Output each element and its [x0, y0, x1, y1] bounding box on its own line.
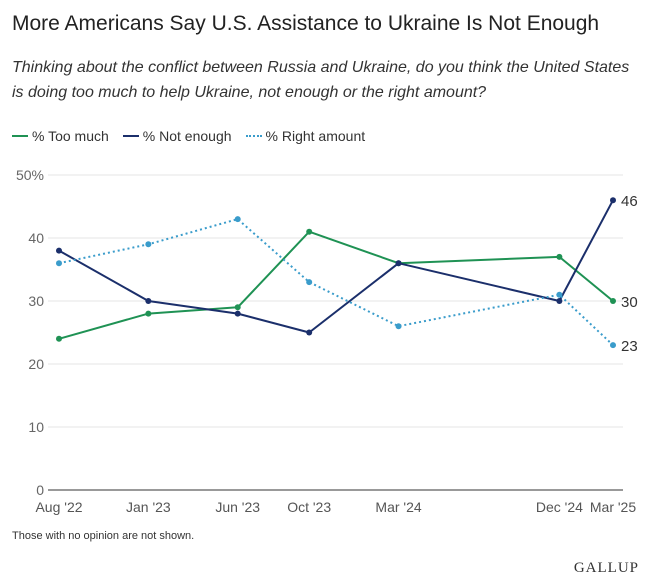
- series-line-0: [58, 230, 614, 340]
- legend-label: % Right amount: [265, 128, 366, 144]
- x-tick-label: Jan '23: [126, 499, 171, 515]
- x-tick-label: Oct '23: [287, 499, 331, 515]
- footnote: Those with no opinion are not shown.: [12, 530, 195, 542]
- chart-subtitle: Thinking about the conflict between Russ…: [12, 59, 630, 101]
- y-tick-label: 10: [28, 419, 44, 435]
- series-line-1: [58, 199, 614, 334]
- data-point: [234, 304, 241, 311]
- end-label: 30: [621, 294, 638, 311]
- data-point: [610, 197, 616, 204]
- legend-item-too-much: % Too much: [12, 128, 109, 144]
- data-point: [56, 335, 62, 342]
- x-tick-label: Jun '23: [215, 499, 260, 515]
- legend-item-right-amount: % Right amount: [245, 128, 366, 144]
- data-point: [306, 279, 313, 286]
- data-point: [145, 241, 152, 248]
- x-tick-label: Mar '24: [375, 499, 421, 515]
- data-point: [145, 310, 152, 317]
- legend-swatch: [122, 135, 139, 137]
- data-point: [56, 260, 62, 267]
- legend-swatch: [12, 135, 28, 137]
- y-tick-label: 30: [28, 293, 44, 309]
- data-point: [306, 228, 313, 235]
- data-point: [556, 291, 563, 298]
- data-point: [610, 342, 616, 349]
- data-point: [56, 247, 62, 254]
- y-tick-label: 0: [36, 482, 44, 498]
- data-point: [395, 323, 402, 330]
- data-point: [556, 253, 563, 260]
- x-tick-label: Mar '25: [590, 499, 636, 515]
- legend-label: % Not enough: [142, 128, 232, 144]
- legend: % Too much % Not enough % Right amount: [12, 128, 365, 144]
- data-point: [234, 310, 241, 317]
- legend-swatch: [245, 135, 262, 137]
- y-tick-label: 40: [28, 230, 44, 246]
- data-point: [395, 260, 402, 267]
- data-point: [306, 329, 313, 336]
- data-point: [234, 216, 241, 223]
- end-label: 23: [621, 338, 638, 355]
- x-tick-label: Aug '22: [35, 499, 82, 515]
- x-tick-label: Dec '24: [536, 499, 583, 515]
- end-label: 46: [621, 193, 638, 210]
- y-tick-label: 50%: [16, 167, 44, 183]
- gallup-logo: GALLUP: [573, 560, 639, 576]
- y-tick-label: 20: [28, 356, 44, 372]
- chart-title: More Americans Say U.S. Assistance to Uk…: [12, 12, 600, 35]
- legend-item-not-enough: % Not enough: [122, 128, 232, 144]
- data-point: [145, 298, 152, 304]
- legend-label: % Too much: [32, 128, 109, 144]
- data-point: [556, 298, 563, 304]
- data-point: [610, 298, 616, 304]
